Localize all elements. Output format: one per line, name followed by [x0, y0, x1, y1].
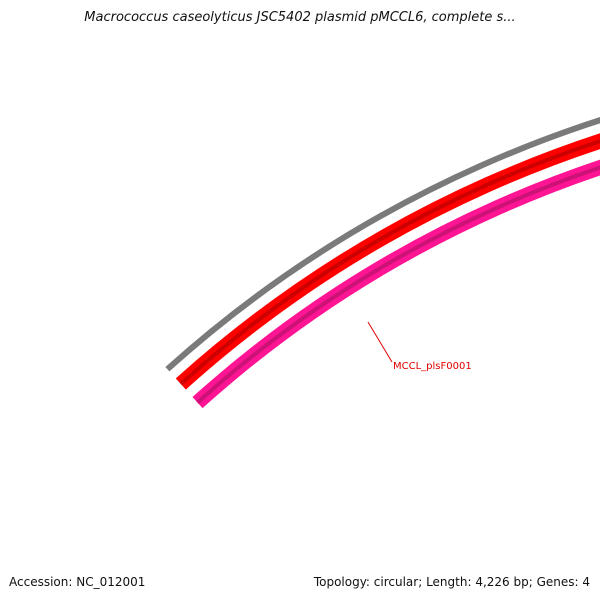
feature-label[interactable]: MCCL_plsF0001	[393, 361, 472, 372]
feature-callout-line	[367, 321, 393, 363]
map-title: Macrococcus caseolyticus JSC5402 plasmid…	[84, 10, 516, 25]
summary-text: Topology: circular; Length: 4,226 bp; Ge…	[313, 575, 590, 589]
cds-feature-highlight	[179, 139, 600, 386]
accession-text: Accession: NC_012001	[9, 575, 146, 589]
backbone-track	[165, 117, 600, 372]
gene-feature-highlight	[196, 165, 600, 405]
